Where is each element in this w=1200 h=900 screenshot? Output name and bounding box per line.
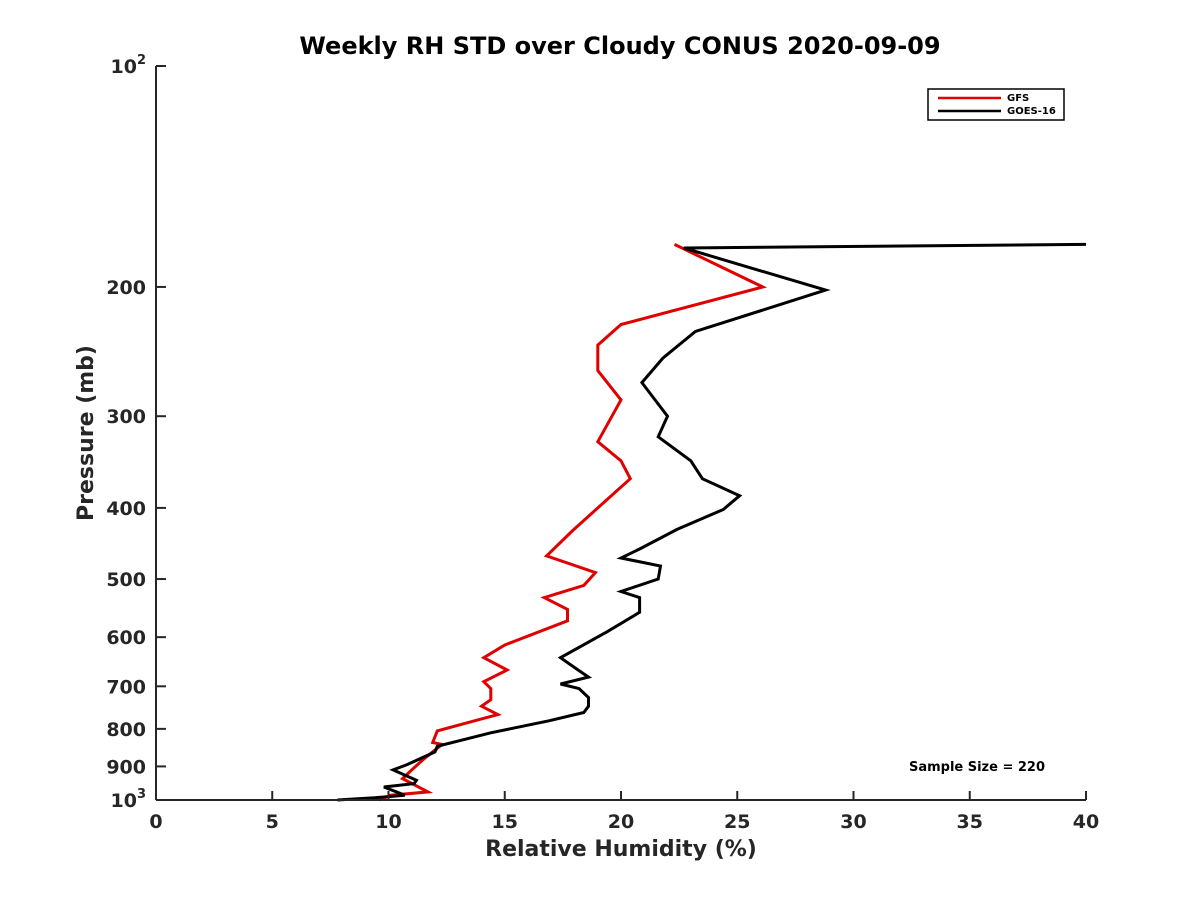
sample-size-annotation: Sample Size = 220 [909, 760, 1045, 775]
x-tick-label: 0 [149, 811, 162, 833]
y-tick-label: 500 [106, 569, 146, 591]
x-tick-label: 10 [375, 811, 401, 833]
y-tick-label: 102 [111, 53, 147, 78]
legend-label-gfs: GFS [1007, 93, 1029, 104]
y-axis-label: Pressure (mb) [74, 345, 99, 521]
y-tick-label: 103 [111, 787, 147, 812]
y-tick-label: 600 [106, 627, 146, 649]
y-axis-ticks: 102 200 300 400 500 600 700 800 900 103 [106, 53, 166, 812]
x-tick-label: 30 [840, 811, 866, 833]
legend-label-goes16: GOES-16 [1007, 106, 1056, 117]
y-tick-label: 300 [106, 406, 146, 428]
y-tick-label: 900 [106, 756, 146, 778]
x-axis-ticks: 0 5 10 15 20 25 30 35 40 [149, 791, 1099, 833]
y-tick-label: 400 [106, 498, 146, 520]
y-tick-label: 700 [106, 676, 146, 698]
series-layer [337, 242, 1087, 802]
x-tick-label: 35 [957, 811, 983, 833]
x-tick-label: 5 [266, 811, 279, 833]
x-tick-label: 15 [492, 811, 518, 833]
y-tick-label: 800 [106, 719, 146, 741]
y-tick-label: 200 [106, 277, 146, 299]
legend: GFS GOES-16 [927, 88, 1065, 121]
x-tick-label: 40 [1073, 811, 1099, 833]
x-tick-label: 20 [608, 811, 634, 833]
legend-box [927, 88, 1065, 121]
chart-title: Weekly RH STD over Cloudy CONUS 2020-09-… [299, 32, 940, 60]
x-tick-label: 25 [724, 811, 750, 833]
series-line-goes-16 [337, 242, 1087, 802]
x-axis-label: Relative Humidity (%) [485, 837, 757, 862]
